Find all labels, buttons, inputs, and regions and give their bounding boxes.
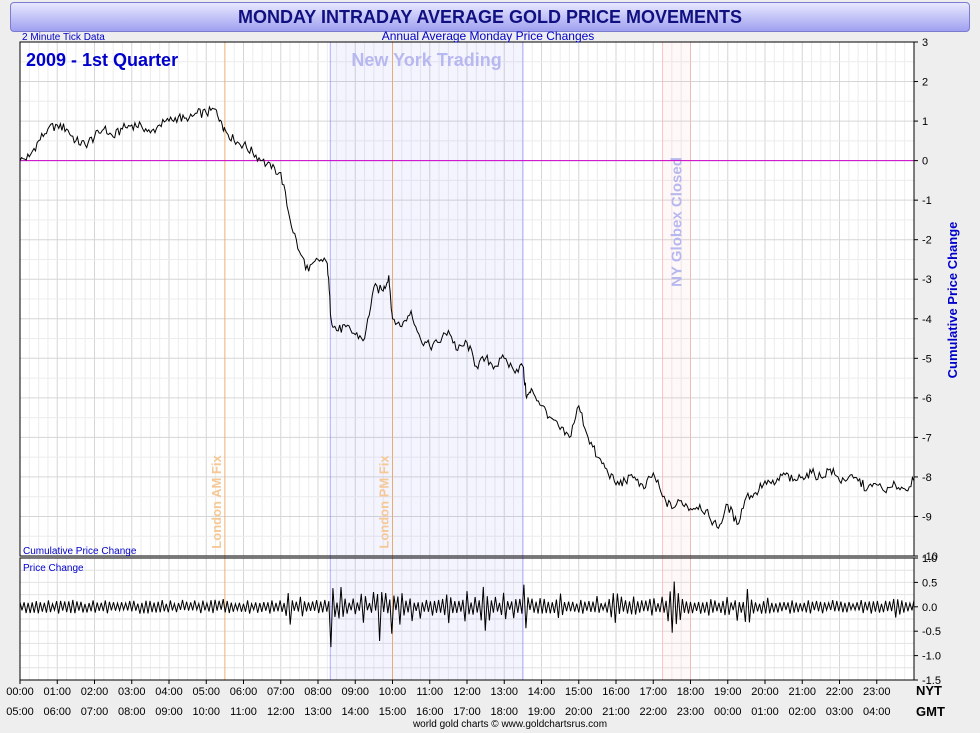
y-axis-title: Cumulative Price Change — [945, 222, 960, 379]
x-tick-label-nyt: 07:00 — [267, 686, 295, 698]
x-tick-label-nyt: 10:00 — [379, 686, 407, 698]
x-tick-label-gmt: 23:00 — [677, 706, 705, 718]
x-tick-label-gmt: 02:00 — [788, 706, 816, 718]
x-tick-label-nyt: 16:00 — [602, 686, 630, 698]
x-tick-label-gmt: 00:00 — [714, 706, 742, 718]
period-label: 2009 - 1st Quarter — [26, 50, 178, 70]
y-tick-label: -1 — [922, 195, 932, 207]
x-tick-label-nyt: 04:00 — [155, 686, 183, 698]
x-tick-label-gmt: 19:00 — [528, 706, 556, 718]
y-tick-label: 0.0 — [922, 602, 937, 614]
x-tick-label-gmt: 11:00 — [230, 706, 257, 718]
y-tick-label: -1.0 — [922, 651, 941, 663]
series-line-price-change — [19, 581, 915, 648]
y-tick-label: -2 — [922, 235, 932, 247]
y-tick-label: 0 — [922, 156, 928, 168]
x-tick-label-gmt: 20:00 — [565, 706, 593, 718]
chart-subtitle: Annual Average Monday Price Changes — [382, 29, 595, 43]
y-tick-label: -10 — [922, 551, 938, 563]
x-tick-label-gmt: 15:00 — [379, 706, 407, 718]
x-tick-label-nyt: 09:00 — [341, 686, 369, 698]
upper-plot-border — [19, 41, 915, 557]
event-label: London AM Fix — [209, 455, 224, 549]
x-tick-label-nyt: 19:00 — [714, 686, 742, 698]
y-tick-label: 1.0 — [922, 553, 937, 565]
x-tick-label-gmt: 05:00 — [6, 706, 34, 718]
x-tick-label-nyt: 11:00 — [416, 686, 443, 698]
x-tick-label-gmt: 22:00 — [639, 706, 667, 718]
y-tick-label: -8 — [922, 472, 932, 484]
region-band — [662, 42, 691, 680]
x-tick-label-nyt: 01:00 — [43, 686, 71, 698]
x-tick-label-gmt: 03:00 — [826, 706, 854, 718]
x-tick-label-nyt: 06:00 — [230, 686, 258, 698]
y-tick-label: 3 — [922, 37, 928, 49]
x-tick-label-nyt: 17:00 — [639, 686, 667, 698]
x-tick-label-nyt: 22:00 — [826, 686, 854, 698]
x-tick-label-nyt: 08:00 — [304, 686, 332, 698]
event-label: London PM Fix — [377, 455, 392, 549]
x-tick-label-gmt: 16:00 — [416, 706, 444, 718]
region-label: New York Trading — [351, 50, 501, 70]
x-tick-label-gmt: 17:00 — [453, 706, 481, 718]
y-tick-label: -5 — [922, 353, 932, 365]
y-tick-label: 2 — [922, 77, 928, 89]
x-tick-label-gmt: 10:00 — [192, 706, 220, 718]
x-tick-label-gmt: 18:00 — [490, 706, 518, 718]
x-tick-label-gmt: 08:00 — [118, 706, 146, 718]
y-tick-label: 0.5 — [922, 577, 937, 589]
upper-panel-label: Cumulative Price Change — [23, 546, 137, 557]
footer-credit: world gold charts © www.goldchartsrus.co… — [412, 719, 607, 730]
x-tick-label-nyt: 23:00 — [863, 686, 891, 698]
x-tick-label-nyt: 15:00 — [565, 686, 593, 698]
nyt-label: NYT — [916, 683, 942, 698]
y-tick-label: -4 — [922, 314, 932, 326]
x-tick-label-gmt: 07:00 — [81, 706, 109, 718]
x-tick-label-nyt: 03:00 — [118, 686, 146, 698]
x-tick-label-gmt: 09:00 — [155, 706, 183, 718]
region-label: NY Globex Closed — [669, 157, 686, 287]
x-tick-label-gmt: 04:00 — [863, 706, 891, 718]
y-tick-label: 1 — [922, 116, 928, 128]
data-note: 2 Minute Tick Data — [22, 32, 105, 43]
x-tick-label-nyt: 21:00 — [788, 686, 816, 698]
lower-panel-label: Price Change — [23, 563, 84, 574]
x-tick-label-nyt: 02:00 — [81, 686, 109, 698]
y-tick-label: -3 — [922, 274, 932, 286]
x-tick-label-nyt: 18:00 — [677, 686, 705, 698]
x-tick-label-nyt: 13:00 — [490, 686, 518, 698]
region-band — [330, 42, 523, 680]
x-tick-label-nyt: 00:00 — [6, 686, 34, 698]
x-tick-label-gmt: 14:00 — [341, 706, 369, 718]
y-tick-label: -6 — [922, 393, 932, 405]
x-tick-label-gmt: 12:00 — [267, 706, 295, 718]
gmt-label: GMT — [916, 704, 945, 719]
x-tick-label-gmt: 13:00 — [304, 706, 332, 718]
chart-title: MONDAY INTRADAY AVERAGE GOLD PRICE MOVEM… — [237, 6, 743, 27]
y-tick-label: -0.5 — [922, 626, 941, 638]
y-tick-label: -1.5 — [922, 675, 941, 687]
x-tick-label-nyt: 12:00 — [453, 686, 481, 698]
title-bar: MONDAY INTRADAY AVERAGE GOLD PRICE MOVEM… — [10, 2, 970, 32]
x-tick-label-nyt: 14:00 — [528, 686, 556, 698]
x-tick-label-gmt: 21:00 — [602, 706, 630, 718]
x-tick-label-gmt: 01:00 — [751, 706, 779, 718]
y-tick-label: -7 — [922, 432, 932, 444]
x-tick-label-nyt: 05:00 — [192, 686, 220, 698]
x-tick-label-gmt: 06:00 — [43, 706, 71, 718]
x-tick-label-nyt: 20:00 — [751, 686, 779, 698]
series-line-cumulative — [19, 105, 915, 530]
y-tick-label: -9 — [922, 511, 932, 523]
